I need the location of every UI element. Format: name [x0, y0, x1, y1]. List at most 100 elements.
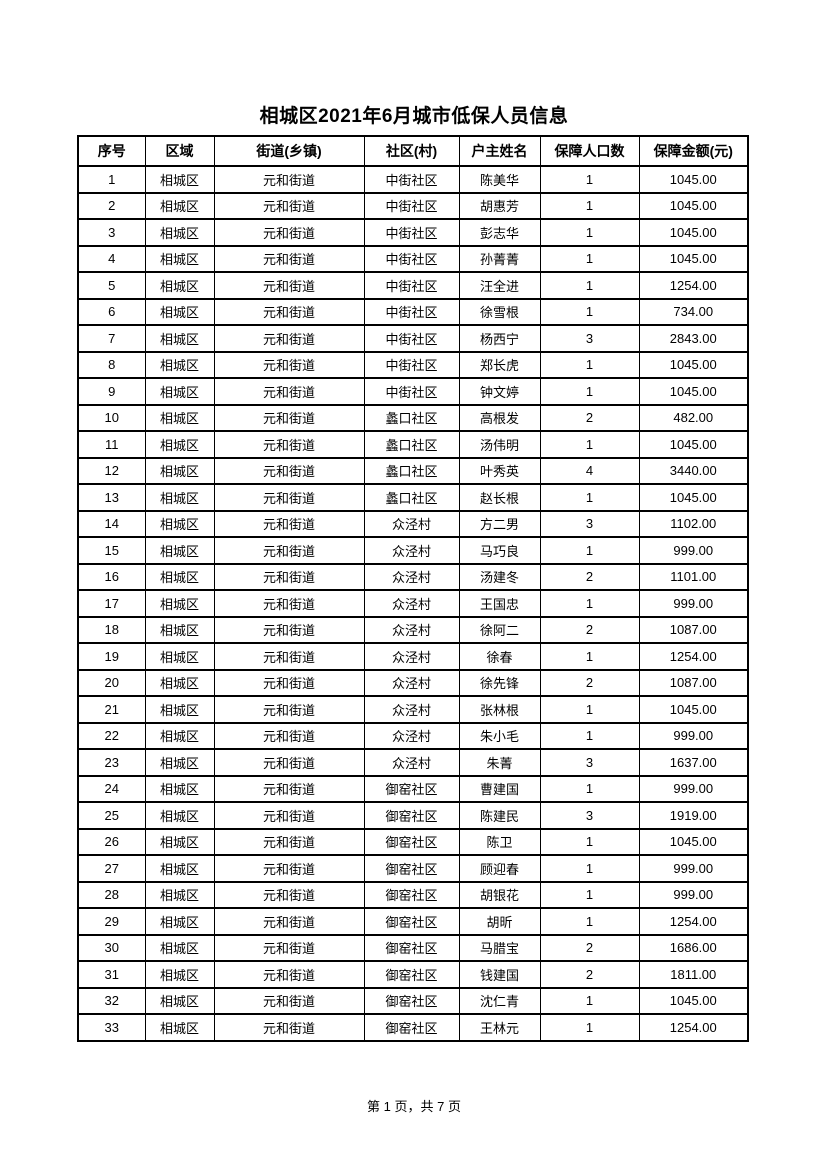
table-cell: 1102.00 — [638, 509, 749, 538]
table-cell: 26 — [77, 827, 146, 856]
table-cell: 1045.00 — [638, 695, 749, 724]
table-cell: 杨西宁 — [458, 324, 541, 353]
table-cell: 曹建国 — [458, 774, 541, 803]
table-cell: 众泾村 — [363, 589, 460, 618]
table-cell: 1045.00 — [638, 191, 749, 220]
table-row: 20 相城区 元和街道 众泾村 徐先锋 2 1087.00 — [77, 668, 749, 697]
table-cell: 999.00 — [638, 880, 749, 909]
table-cell: 御窑社区 — [363, 960, 460, 989]
table-cell: 赵长根 — [458, 483, 541, 512]
table-cell: 陈美华 — [458, 165, 541, 194]
table-cell: 元和街道 — [213, 933, 365, 962]
table-row: 16 相城区 元和街道 众泾村 汤建冬 2 1101.00 — [77, 562, 749, 591]
table-cell: 1 — [539, 774, 640, 803]
table-cell: 元和街道 — [213, 668, 365, 697]
table-cell: 2 — [539, 562, 640, 591]
table-cell: 1637.00 — [638, 748, 749, 777]
table-cell: 中街社区 — [363, 324, 460, 353]
table-cell: 叶秀英 — [458, 456, 541, 485]
table-cell: 相城区 — [144, 218, 215, 247]
table-cell: 2 — [77, 191, 146, 220]
table-cell: 元和街道 — [213, 430, 365, 459]
table-cell: 中街社区 — [363, 377, 460, 406]
table-cell: 胡银花 — [458, 880, 541, 909]
table-cell: 元和街道 — [213, 165, 365, 194]
table-cell: 相城区 — [144, 562, 215, 591]
table-cell: 元和街道 — [213, 907, 365, 936]
table-cell: 23 — [77, 748, 146, 777]
table-cell: 元和街道 — [213, 1013, 365, 1042]
table-cell: 15 — [77, 536, 146, 565]
table-cell: 1919.00 — [638, 801, 749, 830]
table-cell: 19 — [77, 642, 146, 671]
column-header: 保障金额(元) — [638, 135, 749, 167]
table-cell: 御窑社区 — [363, 774, 460, 803]
table-cell: 相城区 — [144, 854, 215, 883]
table-cell: 相城区 — [144, 615, 215, 644]
table-cell: 中街社区 — [363, 218, 460, 247]
table-cell: 相城区 — [144, 456, 215, 485]
table-row: 18 相城区 元和街道 众泾村 徐阿二 2 1087.00 — [77, 615, 749, 644]
table-cell: 蠡口社区 — [363, 430, 460, 459]
table-row: 4 相城区 元和街道 中街社区 孙菁菁 1 1045.00 — [77, 244, 749, 273]
table-cell: 蠡口社区 — [363, 403, 460, 432]
table-cell: 元和街道 — [213, 244, 365, 273]
table-row: 2 相城区 元和街道 中街社区 胡惠芳 1 1045.00 — [77, 191, 749, 220]
table-cell: 元和街道 — [213, 748, 365, 777]
table-cell: 1045.00 — [638, 483, 749, 512]
table-cell: 马腊宝 — [458, 933, 541, 962]
table-cell: 相城区 — [144, 1013, 215, 1042]
table-cell: 2 — [539, 615, 640, 644]
table-cell: 734.00 — [638, 297, 749, 326]
table-cell: 中街社区 — [363, 191, 460, 220]
table-cell: 元和街道 — [213, 801, 365, 830]
table-cell: 1045.00 — [638, 244, 749, 273]
table-cell: 11 — [77, 430, 146, 459]
table-cell: 众泾村 — [363, 615, 460, 644]
table-cell: 2 — [539, 668, 640, 697]
table-cell: 21 — [77, 695, 146, 724]
table-cell: 1 — [539, 721, 640, 750]
table-cell: 相城区 — [144, 695, 215, 724]
table-cell: 相城区 — [144, 774, 215, 803]
table-cell: 1254.00 — [638, 271, 749, 300]
table-cell: 30 — [77, 933, 146, 962]
table-cell: 12 — [77, 456, 146, 485]
table-cell: 沈仁青 — [458, 986, 541, 1015]
table-cell: 10 — [77, 403, 146, 432]
table-row: 1 相城区 元和街道 中街社区 陈美华 1 1045.00 — [77, 165, 749, 194]
table-row: 19 相城区 元和街道 众泾村 徐春 1 1254.00 — [77, 642, 749, 671]
table-cell: 相城区 — [144, 642, 215, 671]
table-cell: 元和街道 — [213, 191, 365, 220]
table-cell: 朱小毛 — [458, 721, 541, 750]
table-cell: 众泾村 — [363, 721, 460, 750]
table-cell: 482.00 — [638, 403, 749, 432]
table-cell: 3 — [539, 801, 640, 830]
table-cell: 张林根 — [458, 695, 541, 724]
table-cell: 18 — [77, 615, 146, 644]
table-row: 12 相城区 元和街道 蠡口社区 叶秀英 4 3440.00 — [77, 456, 749, 485]
table-cell: 1 — [539, 907, 640, 936]
table-row: 7 相城区 元和街道 中街社区 杨西宁 3 2843.00 — [77, 324, 749, 353]
table-cell: 999.00 — [638, 589, 749, 618]
table-cell: 相城区 — [144, 960, 215, 989]
table-cell: 元和街道 — [213, 615, 365, 644]
table-cell: 高根发 — [458, 403, 541, 432]
table-cell: 方二男 — [458, 509, 541, 538]
table-cell: 6 — [77, 297, 146, 326]
table-cell: 相城区 — [144, 668, 215, 697]
table-row: 25 相城区 元和街道 御窑社区 陈建民 3 1919.00 — [77, 801, 749, 830]
table-row: 27 相城区 元和街道 御窑社区 顾迎春 1 999.00 — [77, 854, 749, 883]
table-header: 序号 区域 街道(乡镇) 社区(村) 户主姓名 保障人口数 保障金额(元) — [77, 135, 749, 167]
table-cell: 陈卫 — [458, 827, 541, 856]
table-row: 5 相城区 元和街道 中街社区 汪全进 1 1254.00 — [77, 271, 749, 300]
column-header: 保障人口数 — [539, 135, 640, 167]
column-header: 序号 — [77, 135, 146, 167]
table-cell: 元和街道 — [213, 218, 365, 247]
table-cell: 3 — [539, 509, 640, 538]
table-row: 10 相城区 元和街道 蠡口社区 高根发 2 482.00 — [77, 403, 749, 432]
table-cell: 汤伟明 — [458, 430, 541, 459]
page-title: 相城区2021年6月城市低保人员信息 — [259, 106, 569, 127]
table-cell: 蠡口社区 — [363, 483, 460, 512]
column-header: 区域 — [144, 135, 215, 167]
